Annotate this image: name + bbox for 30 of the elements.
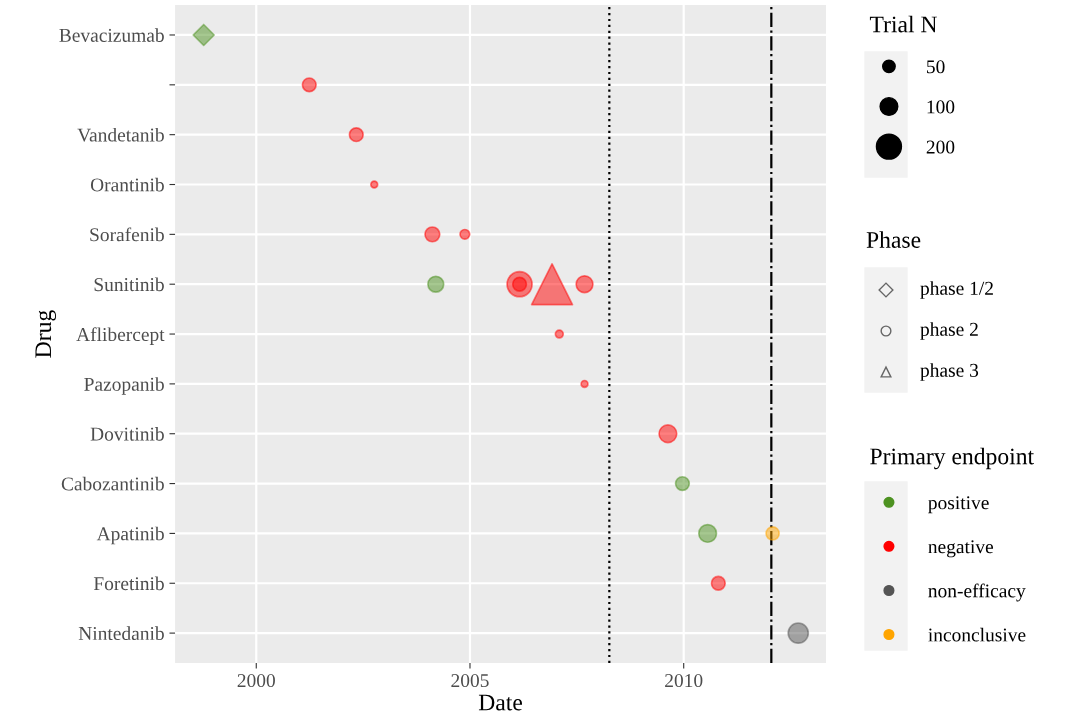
y-tick-label: Bevacizumab	[59, 28, 164, 42]
legend-label: 50	[927, 60, 945, 74]
legend-label: negative	[928, 540, 994, 558]
y-axis-title: Drug	[35, 310, 57, 358]
x-axis-title: Date	[478, 694, 523, 711]
y-tick-label: Nintedanib	[78, 626, 164, 641]
y-tick-label: Apatinib	[96, 526, 164, 545]
y-tick-label: Sorafenib	[90, 227, 164, 242]
legend-label: 100	[927, 100, 955, 114]
x-tick-label: 2000	[237, 673, 275, 688]
legend-label: inconclusive	[928, 627, 1026, 642]
y-tick-label: Foretinib	[93, 576, 164, 591]
text: Phase	[866, 231, 921, 248]
y-tick-label: Cabozantinib	[61, 476, 164, 491]
y-tick-label: Dovitinib	[90, 426, 164, 441]
text: phase 3	[920, 363, 979, 381]
y-tick-label: Orantinib	[90, 177, 164, 192]
y-tick-label: Pazopanib	[84, 377, 164, 395]
x-tick-label: 2010	[665, 673, 703, 688]
y-tick-label: Aflibercept	[76, 327, 165, 346]
legend-label: non-efficacy	[928, 583, 1026, 602]
text: phase 1/2	[920, 281, 993, 299]
y-tick-label: Sunitinib	[94, 277, 164, 292]
legend-label: positive	[928, 496, 989, 514]
x-tick-label: 2005	[451, 673, 489, 688]
y-tick-label: Vandetanib	[77, 127, 164, 142]
text: Trial N	[869, 15, 937, 33]
legend-label: 200	[926, 140, 955, 154]
legend-title: Primary endpoint	[870, 447, 1034, 470]
text: phase 2	[920, 322, 978, 340]
